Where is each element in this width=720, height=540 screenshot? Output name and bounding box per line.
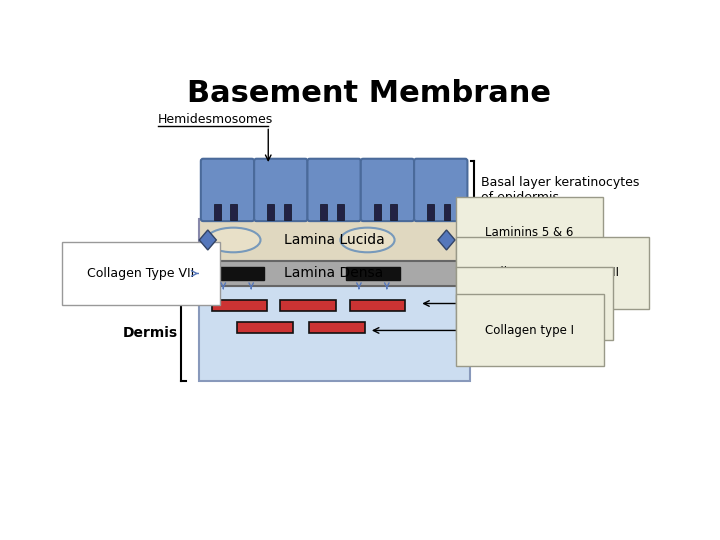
Bar — [199, 261, 469, 286]
Bar — [444, 204, 451, 220]
Text: Lamina Lucida: Lamina Lucida — [284, 233, 384, 247]
Text: Laminins 5 & 6: Laminins 5 & 6 — [485, 226, 574, 239]
Polygon shape — [438, 230, 455, 250]
FancyBboxPatch shape — [254, 159, 307, 221]
Text: Basal layer keratinocytes
of epidermis: Basal layer keratinocytes of epidermis — [481, 176, 639, 204]
Bar — [427, 204, 434, 220]
Bar — [238, 322, 293, 333]
Bar — [310, 322, 365, 333]
Bar — [390, 204, 397, 220]
Bar — [199, 286, 469, 381]
Bar — [346, 267, 400, 280]
Bar — [267, 204, 274, 220]
Bar — [230, 204, 237, 220]
Polygon shape — [199, 230, 216, 250]
Text: Lamina Densa: Lamina Densa — [284, 266, 384, 280]
Bar — [210, 267, 264, 280]
Text: Collagen Type VII: Collagen Type VII — [87, 267, 194, 280]
Bar — [374, 204, 381, 220]
Bar — [337, 204, 344, 220]
Ellipse shape — [206, 228, 261, 252]
Bar — [320, 204, 328, 220]
FancyBboxPatch shape — [361, 159, 414, 221]
Ellipse shape — [341, 228, 395, 252]
Text: Basement Membrane: Basement Membrane — [485, 241, 634, 254]
Text: Collagen type I: Collagen type I — [485, 324, 575, 337]
Bar — [212, 300, 267, 311]
FancyBboxPatch shape — [201, 159, 254, 221]
Text: Dermis: Dermis — [122, 326, 178, 340]
Bar — [284, 204, 291, 220]
Bar — [214, 204, 220, 220]
Text: Basement Membrane: Basement Membrane — [187, 79, 551, 107]
Bar — [199, 219, 469, 261]
FancyBboxPatch shape — [307, 159, 361, 221]
FancyBboxPatch shape — [414, 159, 467, 221]
Bar — [280, 300, 336, 311]
Text: Hemidesmosomes: Hemidesmosomes — [158, 113, 274, 126]
Text: Anchoring Fibrils: Anchoring Fibrils — [485, 297, 583, 310]
Bar — [350, 300, 405, 311]
Text: Collagen type XVII, XIII: Collagen type XVII, XIII — [485, 266, 619, 279]
